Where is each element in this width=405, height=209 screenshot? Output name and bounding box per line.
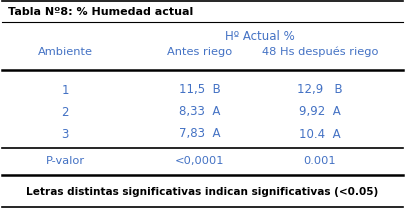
Text: 11,5  B: 11,5 B [179, 84, 221, 97]
Text: Ambiente: Ambiente [38, 47, 92, 57]
Text: Tabla Nº8: % Humedad actual: Tabla Nº8: % Humedad actual [8, 7, 193, 17]
Text: Letras distintas significativas indican significativas (<0.05): Letras distintas significativas indican … [26, 187, 379, 197]
Text: 9,92  A: 9,92 A [299, 106, 341, 119]
Text: 2: 2 [61, 106, 69, 119]
Text: 1: 1 [61, 84, 69, 97]
Text: 48 Hs después riego: 48 Hs después riego [262, 47, 378, 57]
Text: 0.001: 0.001 [304, 156, 336, 166]
Text: 10.4  A: 10.4 A [299, 127, 341, 140]
Text: Hº Actual %: Hº Actual % [225, 29, 295, 42]
Text: <0,0001: <0,0001 [175, 156, 225, 166]
Text: 8,33  A: 8,33 A [179, 106, 221, 119]
Text: 12,9   B: 12,9 B [297, 84, 343, 97]
Text: 7,83  A: 7,83 A [179, 127, 221, 140]
Text: P-valor: P-valor [45, 156, 85, 166]
Text: 3: 3 [61, 127, 69, 140]
Text: Antes riego: Antes riego [167, 47, 232, 57]
